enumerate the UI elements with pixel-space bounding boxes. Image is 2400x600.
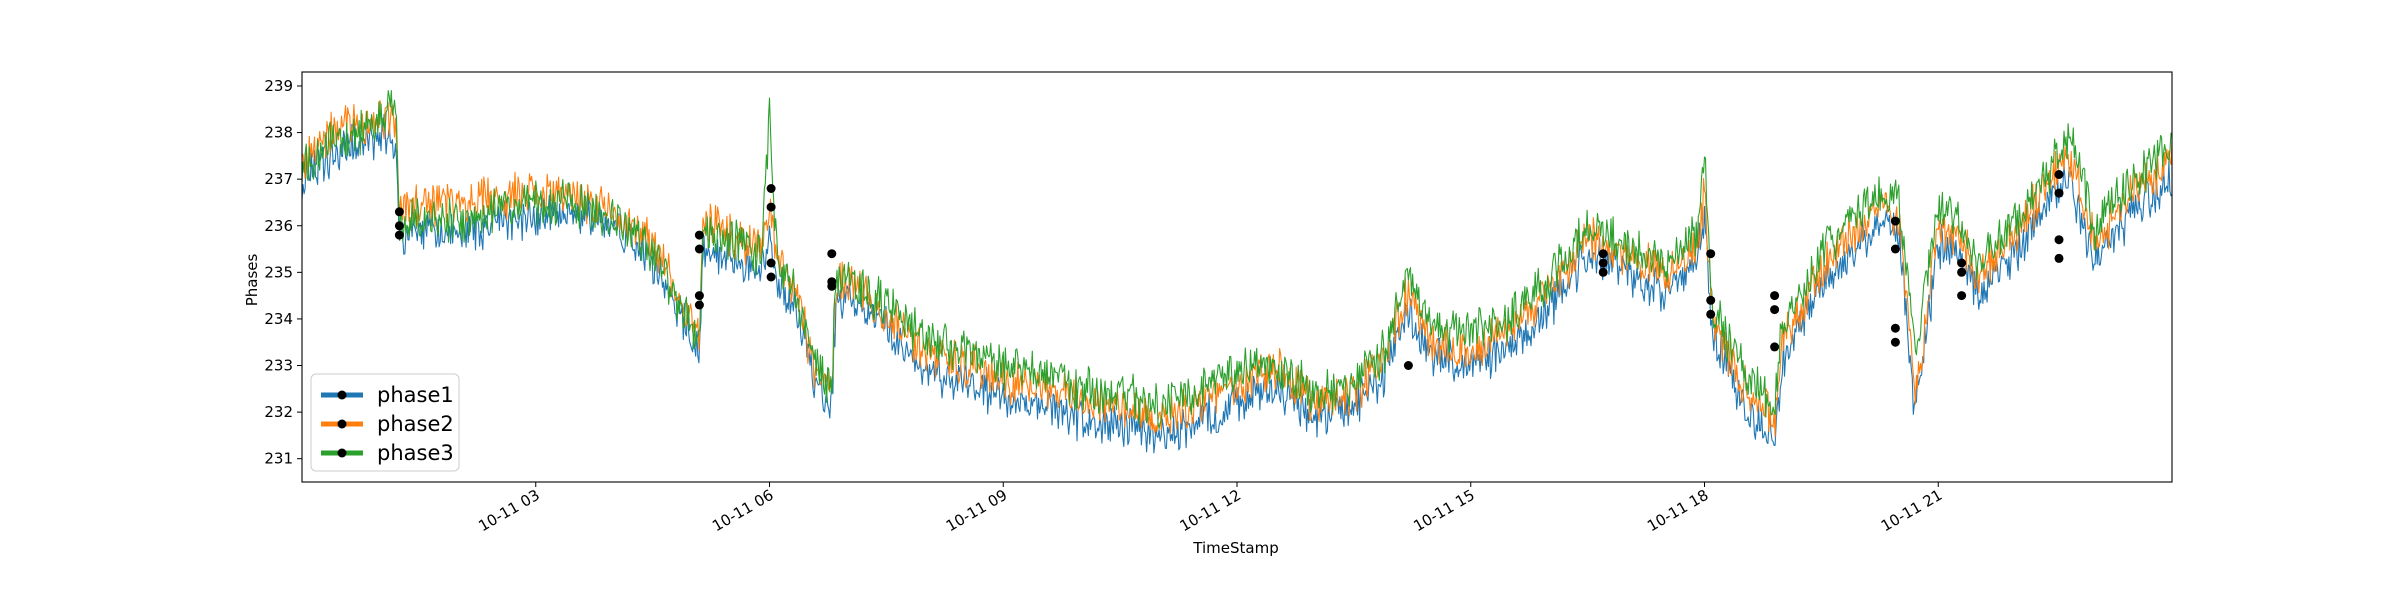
legend-marker-phase3 xyxy=(337,448,347,458)
marker-point xyxy=(766,184,776,193)
marker-point xyxy=(827,249,837,259)
legend-label-phase2: phase2 xyxy=(377,412,454,436)
marker-point xyxy=(1770,342,1780,352)
y-tick-label: 238 xyxy=(264,124,293,142)
legend-label-phase1: phase1 xyxy=(377,383,454,407)
plot-area xyxy=(302,90,2172,454)
marker-point xyxy=(1706,249,1716,259)
legend: phase1 phase2 phase3 xyxy=(310,373,460,472)
marker-point xyxy=(694,291,704,301)
marker-point xyxy=(1770,305,1780,315)
marker-point xyxy=(2054,188,2064,198)
marker-point xyxy=(1706,295,1716,305)
y-tick-label: 236 xyxy=(264,217,293,235)
marker-point xyxy=(394,207,404,217)
marker-point xyxy=(1403,361,1413,370)
x-axis-label: TimeStamp xyxy=(1192,539,1278,557)
marker-point xyxy=(2054,170,2064,179)
marker-point xyxy=(694,230,704,240)
marker-point xyxy=(1890,337,1900,347)
marker-point xyxy=(1890,244,1900,254)
y-tick-label: 233 xyxy=(264,357,293,375)
marker-point xyxy=(1957,267,1967,277)
y-tick-label: 235 xyxy=(264,263,293,281)
marker-point xyxy=(827,281,837,291)
marker-point xyxy=(394,221,404,231)
marker-point xyxy=(1957,291,1967,301)
marker-point xyxy=(694,300,704,310)
y-tick-label: 234 xyxy=(264,310,293,328)
legend-marker-phase1 xyxy=(337,390,347,400)
marker-point xyxy=(1890,216,1900,226)
series-line-phase3 xyxy=(302,90,2172,430)
legend-box xyxy=(310,373,460,472)
marker-point xyxy=(694,244,704,254)
marker-point xyxy=(1770,291,1780,301)
y-tick-label: 231 xyxy=(264,450,293,468)
series-line-phase1 xyxy=(302,113,2172,454)
series-lines xyxy=(302,90,2172,454)
marker-point xyxy=(1598,249,1608,259)
marker-point xyxy=(766,272,776,282)
marker-points xyxy=(394,170,2064,370)
marker-point xyxy=(1957,258,1967,268)
legend-marker-phase2 xyxy=(337,419,347,429)
marker-point xyxy=(1598,258,1608,268)
marker-point xyxy=(1598,267,1608,277)
legend-label-phase3: phase3 xyxy=(377,441,454,465)
marker-point xyxy=(1706,309,1716,319)
marker-point xyxy=(2054,253,2064,263)
y-axis-label: Phases xyxy=(243,254,261,307)
marker-point xyxy=(2054,235,2064,245)
marker-point xyxy=(766,202,776,212)
y-tick-label: 239 xyxy=(264,77,293,95)
marker-point xyxy=(1890,323,1900,333)
marker-point xyxy=(394,230,404,240)
y-tick-label: 237 xyxy=(264,170,293,188)
marker-point xyxy=(766,258,776,268)
y-tick-label: 232 xyxy=(264,403,293,421)
